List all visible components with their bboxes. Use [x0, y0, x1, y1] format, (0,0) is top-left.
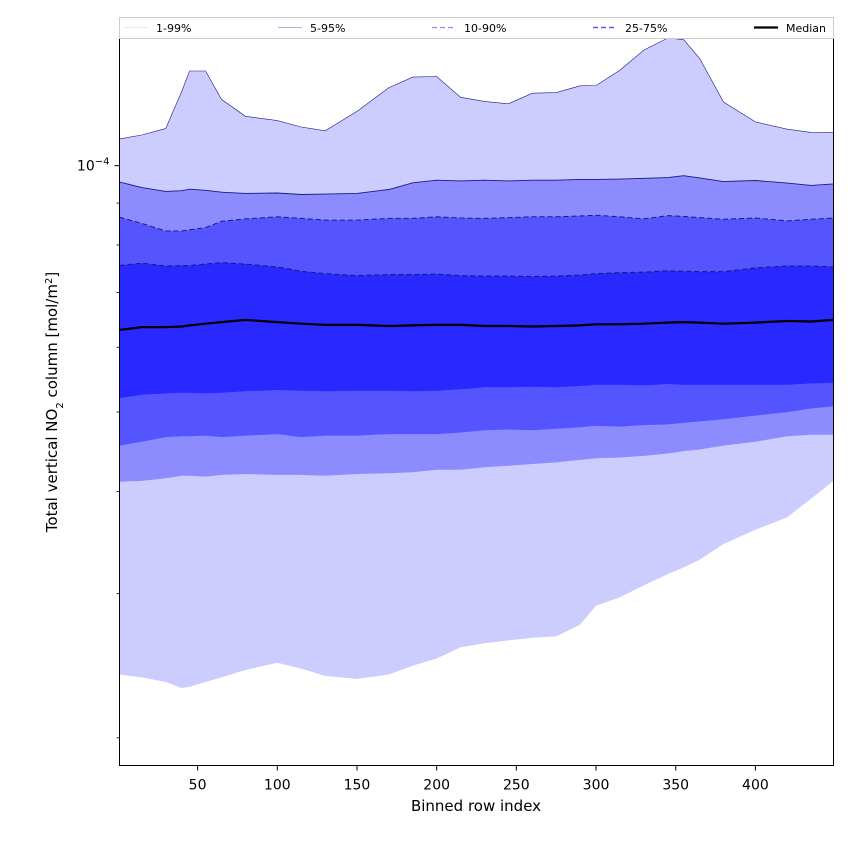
- x-tick-label: 200: [423, 778, 450, 794]
- band-25-75: [119, 262, 834, 399]
- x-tick-label: 400: [742, 778, 769, 794]
- legend-label: 5-95%: [310, 22, 345, 35]
- bands-layer: [119, 38, 834, 689]
- band-edges-layer: [119, 37, 834, 278]
- y-axis-label: Total vertical NO2 column [mol/m2]: [43, 272, 66, 533]
- median-layer: [119, 318, 834, 331]
- band-25-75-upper-edge: [119, 262, 834, 278]
- legend-label: 25-75%: [625, 22, 667, 35]
- x-tick-label: 50: [189, 778, 207, 794]
- y-axis: 10−4: [77, 157, 120, 739]
- band-5-95-upper-edge: [119, 175, 834, 195]
- legend-box: [119, 17, 834, 39]
- x-tick-label: 300: [583, 778, 610, 794]
- legend: 1-99% 5-95% 10-90% 25-75% Median: [119, 17, 834, 39]
- legend-label: 10-90%: [464, 22, 506, 35]
- legend-label: 1-99%: [156, 22, 191, 35]
- x-tick-label: 150: [344, 778, 371, 794]
- x-tick-label: 100: [264, 778, 291, 794]
- legend-label: Median: [786, 22, 826, 35]
- x-axis-label: Binned row index: [411, 797, 541, 815]
- median-line: [119, 318, 834, 331]
- x-tick-label: 350: [662, 778, 689, 794]
- x-tick-label: 250: [503, 778, 530, 794]
- y-tick-label: 10−4: [77, 157, 110, 175]
- band-10-90-upper-edge: [119, 214, 834, 232]
- x-axis: 50 100 150 200 250 300 350 400: [189, 765, 769, 794]
- band-1-99-upper-edge: [119, 37, 834, 140]
